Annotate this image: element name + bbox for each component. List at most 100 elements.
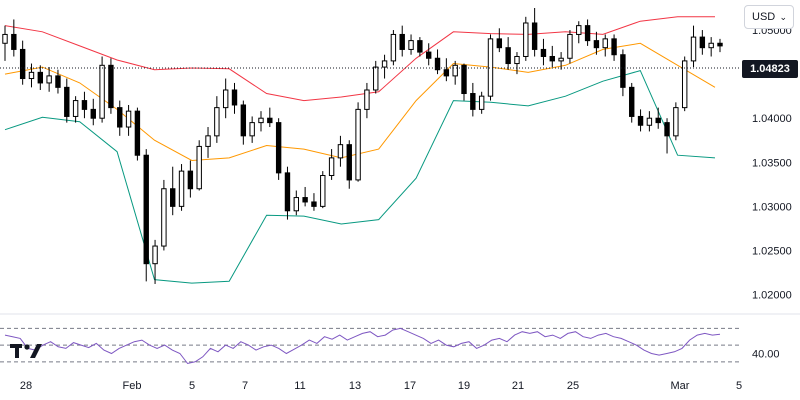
candle [117,100,123,136]
candle [11,19,17,57]
candle-body-down [19,48,26,80]
candle [690,25,697,68]
candle [222,78,229,119]
candle [170,166,176,216]
candle-body-down [117,107,123,128]
candle [311,193,317,211]
candle [708,37,714,57]
candle-body-down [505,47,511,65]
candle [567,30,573,64]
candle-body-up [178,170,185,207]
candle-body-up [125,110,132,128]
candle [249,116,255,143]
candle [593,31,600,55]
candle [346,140,352,189]
candle-body-down [461,64,467,95]
candle-body-down [81,100,88,110]
candlesticks [2,8,723,284]
candle-body-up [2,33,8,44]
candle-body-up [514,55,520,65]
candle-body-down [267,117,273,124]
candle [540,38,547,66]
candle [514,52,520,75]
price-tick-label: 1.02000 [752,290,792,302]
candle [328,149,335,180]
candle [152,239,158,284]
price-tick-label: 1.03500 [752,157,792,169]
candle [717,38,723,53]
candle [55,69,61,94]
time-tick-label: 5 [189,380,195,392]
candle-body-up [646,117,653,126]
candle-body-down [584,25,591,42]
candle-body-down [417,40,423,53]
candle [699,30,706,55]
band-lower [4,70,716,284]
candle-body-down [531,22,538,50]
tradingview-logo-icon[interactable] [10,342,44,360]
candle-body-up [602,38,608,49]
candle [531,8,538,57]
candle-body-down [311,201,317,207]
candle [81,91,88,119]
chevron-down-icon: ⌄ [779,11,787,22]
candle [655,107,661,129]
candle-body-up [673,107,679,137]
rsi-pane [0,327,740,365]
candle [399,25,405,57]
time-tick-label: 28 [20,380,32,392]
candle [373,60,379,94]
candle [664,118,670,154]
candle [90,98,96,126]
candle-body-down [231,89,238,106]
candle-body-up [690,36,697,62]
candle [496,28,503,53]
candle [681,56,688,112]
time-tick-label: 17 [404,380,416,392]
currency-selector[interactable]: USD ⌄ [744,5,794,29]
last-price-label: 1.04823 [742,60,798,78]
candle [558,52,564,70]
candle [240,100,247,145]
candle-body-up [355,108,361,181]
candle-body-up [28,71,35,80]
price-tick-label: 1.04000 [752,113,792,125]
rsi-line [4,327,721,365]
time-tick-label: 21 [512,380,524,392]
candle-body-up [222,89,229,109]
candle-body-down [143,154,149,265]
candle [46,67,52,92]
candle-body-up [293,197,299,212]
candle [125,104,132,136]
time-tick-label: 19 [458,380,470,392]
candle-body-up [452,64,458,77]
time-tick-label: Feb [123,380,142,392]
candle [611,34,617,61]
candle-body-down [611,38,617,56]
candle [28,63,35,88]
candle-body-up [196,145,202,190]
candle [231,82,238,114]
candle-body-down [664,122,670,137]
candle [214,96,220,143]
candle [461,63,467,101]
candle-body-down [699,36,706,49]
candle [602,34,608,57]
candle [364,82,370,119]
candle-body-down [426,51,432,59]
candle-body-up [337,144,344,159]
candle-body-down [637,115,644,126]
price-tick-label: 1.03000 [752,201,792,213]
candle-body-up [373,66,379,91]
candle [637,109,644,132]
candle-body-up [576,25,582,35]
candle [161,179,167,251]
candle [196,140,202,191]
candle [646,111,653,132]
candle [523,16,529,61]
candle [470,82,476,117]
candle [108,58,114,114]
candle-body-up [72,100,79,117]
